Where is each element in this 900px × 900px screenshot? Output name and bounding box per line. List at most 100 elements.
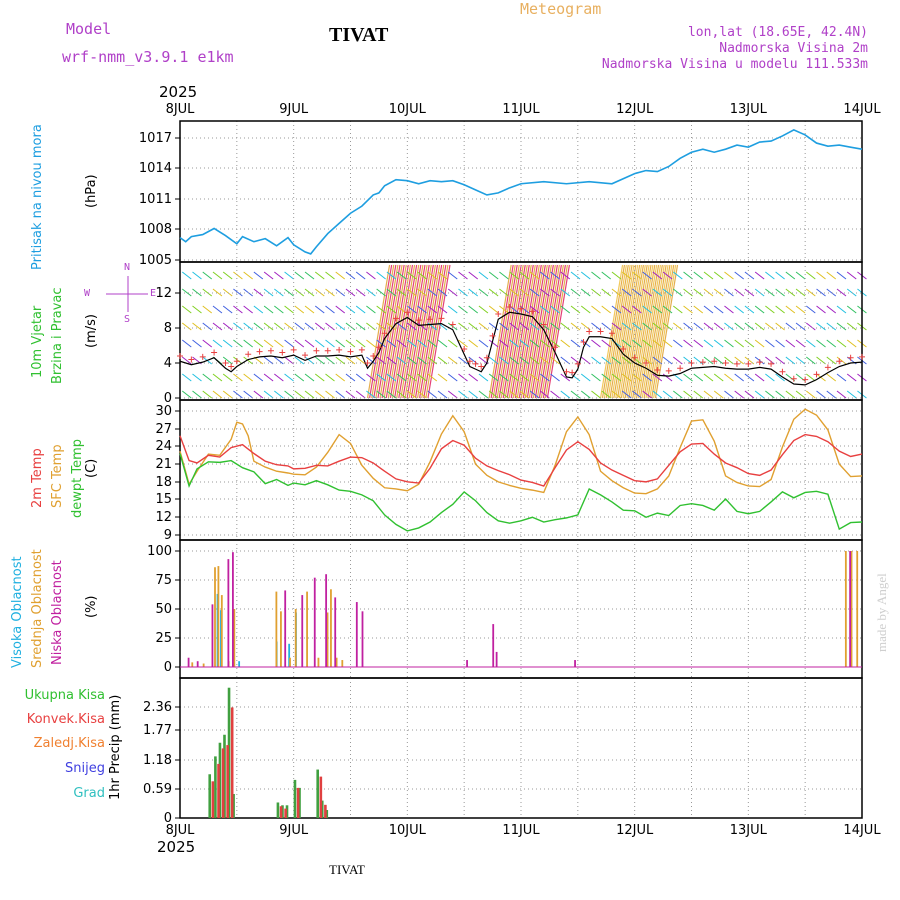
wind-barb-327 xyxy=(591,390,601,399)
wind-gust-mark-33 xyxy=(489,332,496,339)
precip-bar-convective-9 xyxy=(324,804,327,818)
wind-barb-187 xyxy=(417,322,427,331)
wind-barb-418 xyxy=(713,305,724,314)
wind-gust-mark-9 xyxy=(267,347,274,354)
precip-bar-convective-3 xyxy=(226,745,229,818)
ytick-label-1-1: 4 xyxy=(164,356,172,371)
year-top: 2025 xyxy=(159,83,198,101)
wind-barb-467 xyxy=(775,322,785,331)
wind-barb-143 xyxy=(355,390,366,399)
wind-barb-50 xyxy=(243,305,253,314)
wind-barb-259 xyxy=(509,322,519,331)
wind-barb-284 xyxy=(540,339,550,348)
wind-hatch-2-26 xyxy=(649,264,673,399)
wind-gust-mark-51 xyxy=(665,367,672,374)
wind-barb-380 xyxy=(662,339,673,348)
ytick-label-4-3: 1.77 xyxy=(143,723,172,738)
wind-gust-mark-16 xyxy=(347,348,354,355)
wind-barb-90 xyxy=(294,305,305,314)
wind-barb-302 xyxy=(560,373,571,382)
wind-barb-32 xyxy=(222,271,233,280)
wind-barb-179 xyxy=(407,322,417,331)
wind-barb-52 xyxy=(243,339,253,348)
wind-barb-231 xyxy=(468,390,479,399)
wind-hatch-0-19 xyxy=(406,264,430,399)
wind-barb-197 xyxy=(427,356,438,365)
precip-bar-convective-0 xyxy=(211,781,215,818)
wind-barb-2 xyxy=(181,305,192,314)
wind-barb-62 xyxy=(253,373,264,382)
wind-hatch-1-6 xyxy=(500,264,524,399)
cloud-bar-mid_cloud-19 xyxy=(856,551,859,667)
wind-barb-254 xyxy=(499,373,509,382)
wind-barb-110 xyxy=(314,373,325,382)
cloud-bar-low_cloud-4 xyxy=(232,552,234,667)
wind-barb-504 xyxy=(826,271,837,280)
wind-barb-519 xyxy=(836,390,847,399)
precip-bar-total_rain-2 xyxy=(218,742,222,818)
cloud-bar-low_cloud-1 xyxy=(196,661,199,667)
wind-barb-384 xyxy=(673,271,683,280)
wind-barb-42 xyxy=(233,305,243,314)
wind-barb-512 xyxy=(836,271,847,280)
wind-barb-128 xyxy=(345,271,356,280)
wind-barb-11 xyxy=(192,322,202,331)
precip-bar-convective-6 xyxy=(284,808,287,818)
wind-gust-mark-13 xyxy=(313,347,320,354)
ytick-label-0-3: 1014 xyxy=(139,161,172,176)
wind-barb-276 xyxy=(529,339,540,348)
wind-barb-479 xyxy=(785,390,796,399)
wind-barb-156 xyxy=(376,339,386,348)
wind-barb-480 xyxy=(795,271,806,280)
wind-gust-mark-24 xyxy=(415,317,422,324)
wind-hatch-2-3 xyxy=(605,264,629,399)
wind-barb-320 xyxy=(591,271,601,280)
wind-barb-318 xyxy=(580,373,591,382)
wind-barb-34 xyxy=(222,305,233,314)
wind-barb-73 xyxy=(274,288,284,297)
wind-barb-423 xyxy=(713,390,724,399)
wind-gust-mark-41 xyxy=(569,369,576,376)
wind-barb-419 xyxy=(713,322,724,331)
wind-barb-124 xyxy=(335,339,346,348)
wind-barb-496 xyxy=(816,271,826,280)
wind-barb-106 xyxy=(314,305,325,314)
wind-barb-59 xyxy=(253,322,264,331)
wind-gust-mark-1 xyxy=(188,356,195,363)
wind-gust-mark-5 xyxy=(228,363,235,370)
wind-barb-94 xyxy=(294,373,305,382)
precip-bar-total_rain-13 xyxy=(325,810,329,818)
wind-barb-516 xyxy=(836,339,847,348)
wind-gust-mark-12 xyxy=(302,352,309,359)
wind-barb-176 xyxy=(407,271,417,280)
wind-barb-212 xyxy=(447,339,458,348)
wind-gust-mark-45 xyxy=(597,328,604,335)
wind-barb-82 xyxy=(284,305,294,314)
ytick-label-0-4: 1017 xyxy=(139,131,172,146)
precip-bar-convective-2 xyxy=(221,748,225,818)
wind-barb-60 xyxy=(253,339,264,348)
cloud-bar-mid_cloud-2 xyxy=(214,567,216,667)
wind-barb-274 xyxy=(529,305,540,314)
wind-barb-198 xyxy=(427,373,438,382)
wind-barb-18 xyxy=(202,305,213,314)
wind-barb-76 xyxy=(274,339,284,348)
wind-barb-127 xyxy=(335,390,346,399)
wind-barb-417 xyxy=(713,288,724,297)
wind-barb-249 xyxy=(499,288,509,297)
wind-barb-451 xyxy=(754,322,765,331)
wind-barb-415 xyxy=(703,390,714,399)
wind-barb-374 xyxy=(652,373,663,382)
precip-bar-total_rain-9 xyxy=(293,779,297,818)
wind-hatch-0-2 xyxy=(371,264,395,399)
wind-barb-497 xyxy=(816,288,826,297)
ytick-label-4-2: 1.18 xyxy=(143,753,172,768)
ytick-label-0-1: 1008 xyxy=(139,222,172,237)
wind-barb-476 xyxy=(785,339,796,348)
wind-gust-mark-32 xyxy=(483,354,490,361)
wind-gust-mark-35 xyxy=(506,304,513,310)
wind-barb-402 xyxy=(693,305,704,314)
wind-gust-mark-6 xyxy=(233,358,240,365)
wind-barb-343 xyxy=(611,390,622,399)
